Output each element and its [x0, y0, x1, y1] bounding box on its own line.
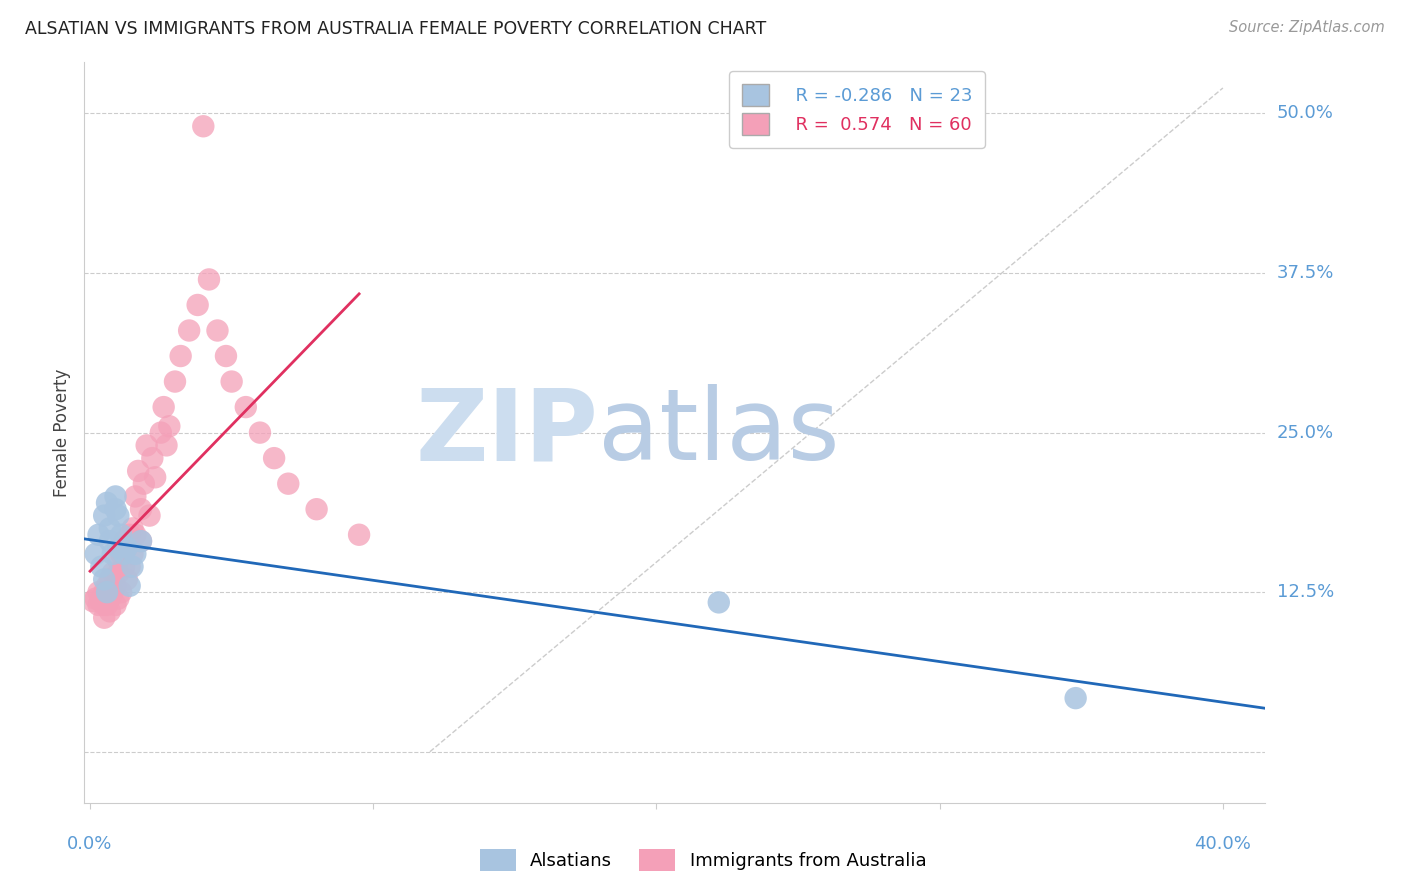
Point [152, 400, 174, 414]
Text: atlas: atlas [598, 384, 839, 481]
Point [112, 547, 135, 561]
Point [96, 585, 118, 599]
Point [187, 298, 209, 312]
Point [110, 585, 132, 599]
Point [121, 547, 143, 561]
Point [84, 547, 107, 561]
Point [93, 598, 115, 612]
Point [115, 573, 138, 587]
Point [124, 490, 146, 504]
Point [93, 508, 115, 523]
Point [84, 591, 107, 606]
Point [90, 591, 112, 606]
Point [169, 349, 191, 363]
Point [305, 502, 328, 516]
Point [110, 547, 132, 561]
Point [149, 425, 172, 440]
Point [118, 527, 141, 541]
Point [118, 579, 141, 593]
Point [90, 559, 112, 574]
Text: 12.5%: 12.5% [1277, 583, 1334, 601]
Point [1064, 691, 1087, 706]
Point [138, 508, 160, 523]
Point [112, 559, 135, 574]
Point [221, 375, 243, 389]
Point [98, 534, 121, 549]
Point [249, 425, 271, 440]
Point [110, 527, 132, 541]
Point [132, 476, 155, 491]
Point [215, 349, 238, 363]
Point [129, 534, 152, 549]
Point [277, 476, 299, 491]
Point [207, 324, 229, 338]
Point [135, 438, 157, 452]
Point [90, 594, 112, 608]
Point [101, 566, 124, 580]
Text: ZIP: ZIP [415, 384, 598, 481]
Point [124, 547, 146, 561]
Point [143, 470, 166, 484]
Text: 40.0%: 40.0% [1195, 835, 1251, 853]
Point [98, 604, 121, 618]
Point [93, 573, 115, 587]
Point [141, 451, 163, 466]
Point [112, 534, 135, 549]
Text: 37.5%: 37.5% [1277, 264, 1334, 282]
Point [87, 598, 110, 612]
Point [96, 598, 118, 612]
Point [107, 591, 129, 606]
Point [101, 547, 124, 561]
Point [87, 527, 110, 541]
Point [107, 508, 129, 523]
Point [104, 490, 127, 504]
Point [118, 559, 141, 574]
Point [124, 527, 146, 541]
Point [104, 502, 127, 516]
Point [157, 419, 180, 434]
Text: Source: ZipAtlas.com: Source: ZipAtlas.com [1229, 20, 1385, 35]
Point [96, 579, 118, 593]
Point [129, 534, 152, 549]
Point [104, 598, 127, 612]
Point [235, 400, 257, 414]
Legend: Alsatians, Immigrants from Australia: Alsatians, Immigrants from Australia [472, 842, 934, 879]
Point [707, 595, 730, 609]
Point [96, 496, 118, 510]
Point [107, 541, 129, 555]
Text: 50.0%: 50.0% [1277, 104, 1334, 122]
Point [198, 272, 221, 286]
Point [107, 566, 129, 580]
Point [127, 464, 149, 478]
Point [121, 559, 143, 574]
Point [98, 591, 121, 606]
Point [107, 553, 129, 567]
Point [93, 585, 115, 599]
Point [347, 527, 370, 541]
Point [155, 438, 177, 452]
Text: 25.0%: 25.0% [1277, 424, 1334, 442]
Point [104, 579, 127, 593]
Point [101, 585, 124, 599]
Point [98, 573, 121, 587]
Text: 0.0%: 0.0% [67, 835, 112, 853]
Point [87, 585, 110, 599]
Point [93, 611, 115, 625]
Point [98, 521, 121, 535]
Point [179, 324, 201, 338]
Point [121, 521, 143, 535]
Point [163, 375, 186, 389]
Point [115, 541, 138, 555]
Text: ALSATIAN VS IMMIGRANTS FROM AUSTRALIA FEMALE POVERTY CORRELATION CHART: ALSATIAN VS IMMIGRANTS FROM AUSTRALIA FE… [25, 20, 766, 37]
Legend:   R = -0.286   N = 23,   R =  0.574   N = 60: R = -0.286 N = 23, R = 0.574 N = 60 [730, 71, 984, 148]
Point [129, 502, 152, 516]
Point [263, 451, 285, 466]
Point [193, 120, 215, 134]
Point [115, 541, 138, 555]
Point [82, 594, 104, 608]
Y-axis label: Female Poverty: Female Poverty [53, 368, 72, 497]
